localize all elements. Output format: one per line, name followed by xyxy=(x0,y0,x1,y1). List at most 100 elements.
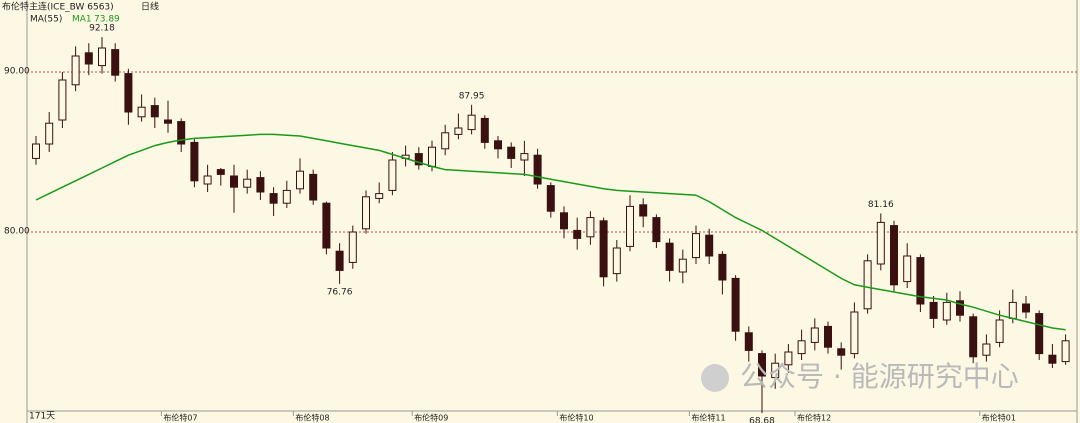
candle-body xyxy=(362,196,370,230)
chart-title: 布伦特主连(ICE_BW 6563) xyxy=(2,1,114,13)
y-tick-label: 90.00 xyxy=(4,67,30,77)
candle-body xyxy=(230,175,238,188)
candle-body xyxy=(507,146,516,159)
candle-body xyxy=(137,106,146,118)
candle-body xyxy=(995,319,1004,343)
candle-body xyxy=(124,73,133,113)
candle-body xyxy=(837,348,846,356)
watermark: 公众号 · 能源研究中心 xyxy=(740,360,1019,393)
extreme-label: 81.16 xyxy=(868,200,894,210)
candle-body xyxy=(71,55,80,86)
candle-body xyxy=(705,234,714,257)
candle-body xyxy=(45,122,54,145)
extreme-label: 68.68 xyxy=(749,417,775,423)
candle-body xyxy=(969,316,978,358)
candle-body xyxy=(243,178,252,188)
candle-body xyxy=(586,217,595,238)
candle-body xyxy=(718,253,727,281)
candle-body xyxy=(348,231,357,263)
y-tick-label: 80.00 xyxy=(4,227,30,237)
candle-body xyxy=(494,140,502,150)
candle-body xyxy=(639,204,648,217)
candle-body xyxy=(599,220,608,278)
ma-name[interactable]: MA(55) xyxy=(30,15,62,25)
candle-body xyxy=(533,154,542,185)
candle-body xyxy=(335,250,344,271)
x-tick-label: 布伦特11 xyxy=(691,413,725,423)
candle-body xyxy=(98,47,106,67)
candle-body xyxy=(388,159,397,191)
candle-body xyxy=(309,173,318,201)
candle-body xyxy=(744,332,753,351)
candle-body xyxy=(428,146,436,167)
extreme-label: 92.18 xyxy=(89,24,115,34)
candle-body xyxy=(1008,301,1017,319)
candle-body xyxy=(797,340,806,355)
candle-body xyxy=(190,141,199,182)
period[interactable]: 日线 xyxy=(141,1,159,13)
ma-legend: MA1 xyxy=(72,15,92,25)
candle-body xyxy=(296,170,304,190)
candle-body xyxy=(652,217,661,243)
candle-body xyxy=(560,212,568,230)
x-tick-label: 布伦特01 xyxy=(982,413,1016,423)
candle-body xyxy=(441,132,450,150)
candle-body xyxy=(467,114,476,131)
candle-body xyxy=(850,311,859,355)
watermark-icon xyxy=(701,364,729,392)
x-tick-label: 布伦特07 xyxy=(163,413,197,423)
candle-body xyxy=(520,153,529,161)
candle-body xyxy=(982,343,991,356)
candle-body xyxy=(665,242,674,271)
candle-body xyxy=(916,257,925,305)
ma-last-value: 73.89 xyxy=(94,15,120,25)
candle-body xyxy=(626,205,634,247)
candle-body xyxy=(375,193,384,199)
candle-body xyxy=(58,79,67,121)
candle-body xyxy=(216,169,225,175)
x-tick-label: 布伦特08 xyxy=(295,413,329,423)
candle-body xyxy=(929,301,938,319)
bar-count: 171天 xyxy=(29,412,55,422)
candle-body xyxy=(256,177,265,193)
candle-body xyxy=(758,353,766,377)
candle-body xyxy=(480,117,489,143)
candle-body xyxy=(177,121,186,145)
candle-body xyxy=(1048,354,1057,364)
candle-body xyxy=(111,49,120,76)
candle-body xyxy=(771,362,780,379)
candle-body xyxy=(322,202,331,249)
candle-body xyxy=(612,247,621,275)
candle-body xyxy=(1022,303,1030,313)
candle-body xyxy=(150,105,159,118)
candle-body xyxy=(1061,340,1070,363)
candle-body xyxy=(454,127,463,135)
candle-body xyxy=(1035,313,1044,355)
candle-body xyxy=(942,301,951,321)
candle-body xyxy=(890,225,898,286)
candle-body xyxy=(903,255,912,283)
candle-body xyxy=(282,189,291,204)
candle-body xyxy=(692,233,700,259)
candle-body xyxy=(573,229,582,239)
extreme-label: 87.95 xyxy=(459,91,485,101)
x-tick-label: 布伦特09 xyxy=(414,413,448,423)
candle-body xyxy=(876,221,885,265)
candle-body xyxy=(164,119,172,124)
candle-body xyxy=(32,143,40,159)
candle-body xyxy=(863,260,872,310)
x-tick-label: 布伦特10 xyxy=(559,413,593,423)
candle-body xyxy=(546,185,555,212)
candle-body xyxy=(84,52,93,65)
candle-body xyxy=(824,325,832,348)
x-tick-label: 布伦特12 xyxy=(797,413,831,423)
candle-body xyxy=(810,327,819,343)
extreme-label: 76.76 xyxy=(327,287,353,297)
ma-line xyxy=(35,133,1066,331)
candle-body xyxy=(678,258,687,273)
candle-body xyxy=(784,351,793,366)
candle-body xyxy=(956,300,964,316)
